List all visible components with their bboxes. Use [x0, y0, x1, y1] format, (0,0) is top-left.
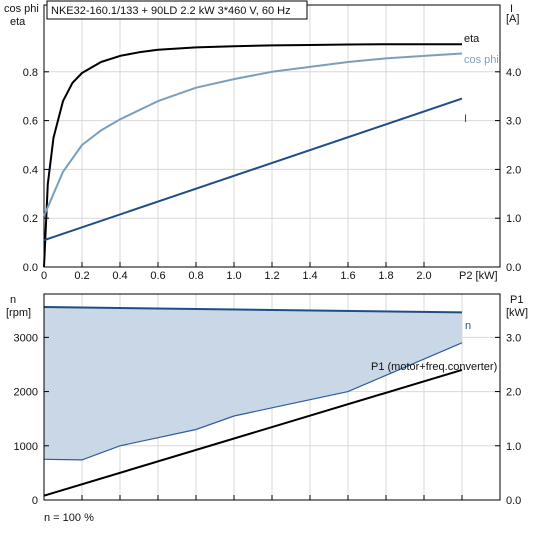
- bottom-y-left-tick-label: 3000: [14, 332, 38, 344]
- bottom-y-left-tick-label: 0: [32, 495, 38, 507]
- top-x-tick-label: 0.4: [112, 270, 127, 282]
- bottom-y-left-tick-label: 1000: [14, 441, 38, 453]
- top-y-left-label-1: cos phi: [4, 3, 39, 15]
- top-x-tick-label: 0.2: [74, 270, 89, 282]
- series-p1-upper-line: [43, 342, 463, 461]
- top-y-left-tick-label: 0.4: [23, 164, 38, 176]
- top-x-tick-label: 1.8: [378, 270, 393, 282]
- chart-title-box: [46, 0, 308, 20]
- top-y-right-tick-label: 1.0: [506, 213, 521, 225]
- top-y-left-tick-label: 0.0: [23, 262, 38, 274]
- chart-title: NKE32-160.1/133 + 90LD 2.2 kW 3*460 V, 6…: [51, 5, 291, 17]
- top-y-right-tick-label: 4.0: [506, 67, 521, 79]
- series-label-p1: P1 (motor+freq.converter): [371, 361, 497, 373]
- bottom-y-right-tick-label: 0.0: [506, 495, 521, 507]
- top-x-tick-label: 1.4: [302, 270, 317, 282]
- top-x-tick-label: 2.0: [416, 270, 431, 282]
- series-speed-line: [43, 306, 463, 314]
- bottom-y-left-tick-label: 2000: [14, 387, 38, 399]
- top-y-right-tick-label: 2.0: [506, 164, 521, 176]
- series-label-eta: eta: [464, 33, 480, 45]
- bottom-y-left-label-2: [rpm]: [6, 307, 31, 319]
- top-x-tick-label: 1.6: [340, 270, 355, 282]
- series-cos-phi-line: [43, 52, 463, 217]
- top-y-right-label-1: I: [510, 3, 513, 15]
- bottom-y-left-label-1: n: [10, 294, 16, 306]
- series-label-cos-phi: cos phi: [464, 54, 499, 66]
- bottom-ticks: 0 1000 2000 3000 0.0 1.0 2.0 3.0: [14, 332, 522, 507]
- bottom-y-right-label-2: [kW]: [506, 307, 528, 319]
- top-x-axis-label: P2 [kW]: [459, 270, 498, 282]
- top-x-tick-label: 1.2: [264, 270, 279, 282]
- top-y-left-label-2: eta: [10, 16, 26, 28]
- series-p1-lower-line: [43, 368, 463, 497]
- bottom-y-right-label-1: P1: [510, 294, 523, 306]
- bottom-marks: [43, 306, 463, 497]
- top-y-left-tick-label: 0.6: [23, 116, 38, 128]
- top-y-right-label-2: [A]: [506, 13, 519, 25]
- bottom-y-right-tick-label: 3.0: [506, 332, 521, 344]
- series-current-line: [43, 97, 463, 242]
- top-x-tick-label: 0.6: [150, 270, 165, 282]
- top-y-right-tick-label: 3.0: [506, 116, 521, 128]
- speed-range-area: [44, 307, 462, 460]
- top-x-tick-label: 1.0: [226, 270, 241, 282]
- top-x-tick-label: 0.8: [188, 270, 203, 282]
- footnote: n = 100 %: [44, 512, 94, 524]
- top-y-right-tick-label: 0.0: [506, 262, 521, 274]
- top-marks: [43, 43, 463, 268]
- series-label-current: I: [464, 113, 467, 125]
- top-y-left-tick-label: 0.8: [23, 67, 38, 79]
- top-x-tick-label: 0: [41, 270, 47, 282]
- top-y-left-tick-label: 0.2: [23, 213, 38, 225]
- series-label-speed: n: [465, 320, 471, 332]
- series-eta-line: [43, 43, 462, 268]
- bottom-y-right-tick-label: 1.0: [506, 441, 521, 453]
- top-ticks: 0 0.2 0.4 0.6 0.8 1.0 1.2 1.4 1.6 1.8 2.0 0.0 0.2 0.4…: [23, 67, 522, 282]
- bottom-y-right-tick-label: 2.0: [506, 387, 521, 399]
